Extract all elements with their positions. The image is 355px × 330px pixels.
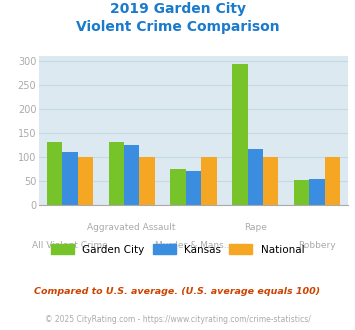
Bar (170, 169, 186, 205)
Bar (140, 157, 155, 205)
Text: All Violent Crime: All Violent Crime (32, 241, 108, 250)
Text: Violent Crime Comparison: Violent Crime Comparison (76, 20, 279, 34)
Bar (201, 157, 217, 205)
Text: Aggravated Assault: Aggravated Assault (87, 223, 176, 232)
Bar (232, 64, 247, 205)
Bar (247, 149, 263, 205)
Legend: Garden City, Kansas, National: Garden City, Kansas, National (47, 240, 308, 259)
Bar (309, 179, 325, 205)
Bar (47, 142, 62, 205)
Text: Rape: Rape (244, 223, 267, 232)
Bar (62, 152, 78, 205)
Bar (109, 142, 124, 205)
Text: 2019 Garden City: 2019 Garden City (109, 2, 246, 16)
Bar (78, 157, 93, 205)
Bar (263, 157, 278, 205)
Bar (186, 171, 201, 205)
Text: Compared to U.S. average. (U.S. average equals 100): Compared to U.S. average. (U.S. average … (34, 287, 321, 296)
Bar (294, 180, 309, 205)
Text: Murder & Mans...: Murder & Mans... (155, 241, 232, 250)
Bar (325, 157, 340, 205)
Text: © 2025 CityRating.com - https://www.cityrating.com/crime-statistics/: © 2025 CityRating.com - https://www.city… (45, 315, 310, 324)
Bar (124, 145, 140, 205)
Text: Robbery: Robbery (298, 241, 336, 250)
